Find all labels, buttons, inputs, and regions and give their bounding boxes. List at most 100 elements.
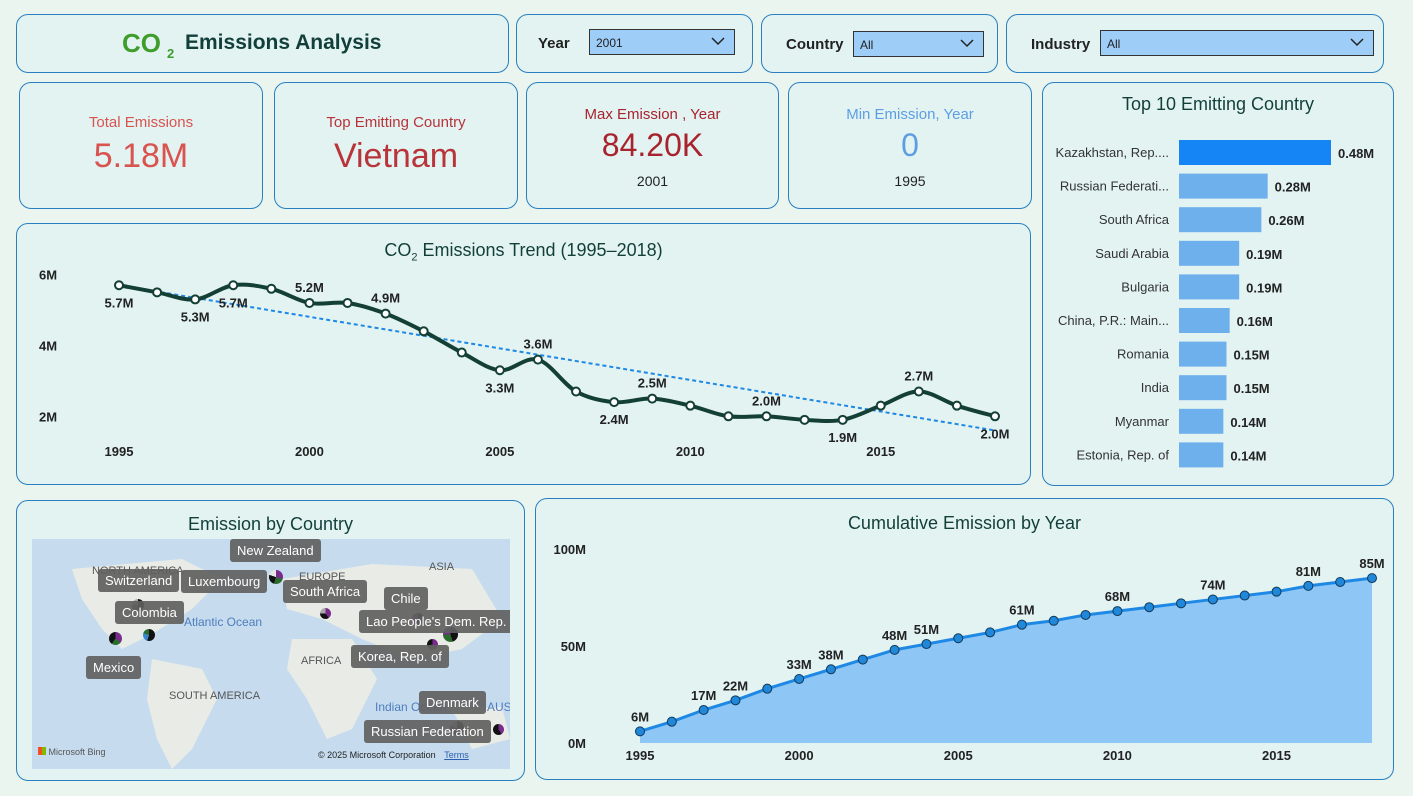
cum-point — [1207, 594, 1218, 605]
top10-category-label: India — [1141, 380, 1170, 395]
map-title: Emission by Country — [187, 514, 354, 534]
map-pie-marker[interactable] — [427, 639, 438, 650]
map-pie-marker[interactable] — [493, 724, 504, 735]
map-label-luxembourg[interactable]: Luxembourg — [181, 570, 268, 593]
top10-value-label: 0.15M — [1234, 381, 1270, 396]
top10-bar — [1179, 207, 1262, 233]
cum-y-tick-label: 0M — [568, 736, 586, 751]
cum-data-label: 61M — [1009, 603, 1034, 618]
country-filter-label: Country — [786, 36, 844, 53]
map-region-asia: ASIA — [429, 561, 455, 573]
cum-data-label: 6M — [631, 709, 649, 724]
trend-point — [266, 283, 277, 294]
total-emissions-card: Total Emissions 5.18M — [19, 82, 263, 209]
cum-y-tick-label: 50M — [561, 639, 586, 654]
min-emission-year: 1995 — [894, 173, 926, 189]
trend-line-chart: 2M 4M 6M 1995 2000 2005 2010 2015 5.7M 5.3M 5.7M 5.… — [39, 268, 1009, 459]
top10-category-label: Bulgaria — [1121, 279, 1169, 294]
trend-title-suffix: Emissions Trend (1995–2018) — [417, 240, 663, 260]
bing-text: Microsoft Bing — [48, 747, 106, 757]
trend-point — [418, 326, 429, 337]
map-pie-marker[interactable] — [320, 608, 331, 619]
top10-bar — [1179, 341, 1227, 367]
country-select[interactable]: All — [853, 31, 984, 57]
top10-value-label: 0.28M — [1275, 180, 1311, 195]
trend-x-tick-label: 2015 — [866, 444, 895, 459]
cum-x-tick-label: 2000 — [785, 748, 814, 763]
map-label-new-zealand[interactable]: New Zealand — [230, 539, 321, 562]
map-label-korea[interactable]: Korea, Rep. of — [351, 645, 449, 668]
cum-point — [921, 639, 932, 650]
top10-value-label: 0.16M — [1237, 314, 1273, 329]
cum-y-tick-label: 100M — [553, 542, 586, 557]
cum-x-tick-label: 1995 — [626, 748, 655, 763]
map-region-africa: AFRICA — [301, 655, 342, 667]
trend-x-tick-label: 2010 — [676, 444, 705, 459]
trend-point — [532, 354, 543, 365]
max-emission-value: 84.20K — [601, 127, 704, 163]
trend-data-label: 2.0M — [752, 393, 781, 408]
trend-y-tick-label: 6M — [39, 268, 57, 283]
trend-point — [913, 386, 924, 397]
map-pie-marker[interactable] — [143, 629, 155, 641]
top10-category-label: China, P.R.: Main... — [1058, 313, 1169, 328]
cum-point — [953, 633, 964, 644]
cum-point — [762, 683, 773, 694]
trend-x-tick-label: 1995 — [105, 444, 134, 459]
trend-point — [494, 365, 505, 376]
map-ocean-austr: AUSTR — [487, 700, 510, 714]
cum-data-label: 81M — [1296, 564, 1321, 579]
cum-x-tick-label: 2010 — [1103, 748, 1132, 763]
map-label-russian-federation[interactable]: Russian Federation — [364, 720, 491, 743]
trend-title-sub: 2 — [411, 251, 418, 264]
cum-point — [635, 726, 645, 737]
cum-data-label: 38M — [818, 647, 843, 662]
trend-point — [228, 280, 239, 291]
map-terms-link[interactable]: Terms — [444, 750, 469, 760]
trend-data-label: 3.3M — [485, 380, 514, 395]
world-map[interactable]: NORTH AMERICA EUROPE ASIA AFRICA SOUTH A… — [32, 539, 510, 769]
trend-x-tick-label: 2000 — [295, 444, 324, 459]
chevron-down-icon — [1350, 38, 1364, 47]
cum-data-label: 51M — [914, 622, 939, 637]
trend-point — [723, 411, 734, 422]
industry-select[interactable]: All — [1100, 30, 1374, 56]
top10-bar — [1179, 308, 1230, 333]
top10-bar-chart: Kazakhstan, Rep.... 0.48M Russian Federati… — [1056, 140, 1374, 468]
cum-data-label: 33M — [786, 657, 811, 672]
cum-point — [889, 644, 900, 655]
cum-point — [1080, 609, 1091, 620]
cum-data-label: 74M — [1200, 577, 1225, 592]
trend-data-label: 4.9M — [371, 291, 400, 306]
trend-point — [837, 414, 848, 425]
map-label-colombia[interactable]: Colombia — [115, 601, 184, 624]
top10-value-label: 0.19M — [1246, 280, 1282, 295]
cum-data-label: 22M — [723, 678, 748, 693]
year-select[interactable]: 2001 — [589, 29, 735, 55]
map-pie-marker[interactable] — [269, 570, 283, 584]
industry-filter-card: Industry All — [1006, 14, 1384, 73]
top10-category-label: Russian Federati... — [1060, 179, 1169, 194]
map-label-mexico[interactable]: Mexico — [86, 656, 142, 679]
cum-data-label: 85M — [1359, 556, 1384, 571]
total-emissions-value: 5.18M — [93, 137, 189, 175]
trend-point — [304, 297, 315, 308]
top10-bar — [1179, 274, 1240, 300]
map-pie-marker[interactable] — [109, 632, 122, 645]
trend-card: CO2 Emissions Trend (1995–2018) 2M 4M 6M 19… — [16, 223, 1031, 485]
top10-category-label: South Africa — [1099, 212, 1170, 227]
trend-trendline — [118, 284, 996, 432]
top10-bar — [1179, 408, 1224, 434]
co2-logo-icon: CO 2 — [122, 28, 174, 61]
industry-filter-label: Industry — [1031, 36, 1091, 53]
cum-point — [1176, 598, 1187, 609]
trend-point — [456, 347, 467, 358]
map-label-south-africa[interactable]: South Africa — [283, 580, 368, 603]
map-label-denmark[interactable]: Denmark — [419, 691, 486, 714]
trend-point — [685, 400, 696, 411]
map-label-switzerland[interactable]: Switzerland — [98, 569, 180, 592]
logo-sub: 2 — [167, 46, 174, 61]
map-label-chile[interactable]: Chile — [384, 587, 428, 610]
map-label-lao[interactable]: Lao People's Dem. Rep. — [359, 610, 510, 633]
min-emission-label: Min Emission, Year — [846, 106, 974, 123]
